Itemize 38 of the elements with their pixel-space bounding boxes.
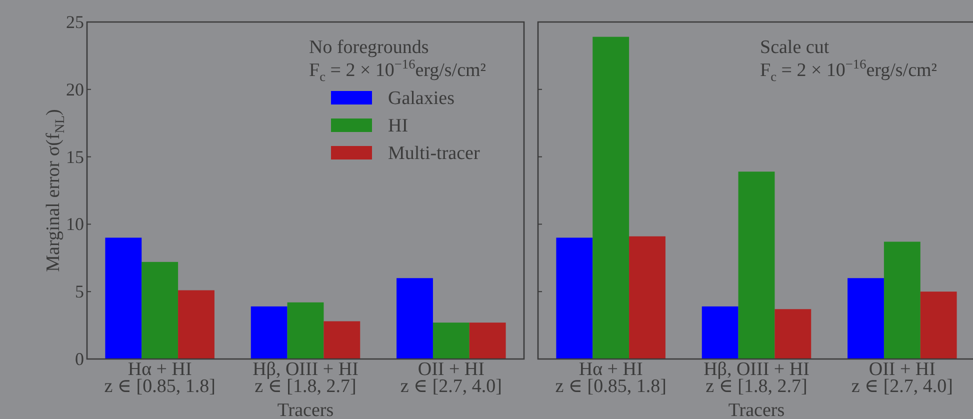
bar	[556, 238, 593, 359]
bar	[287, 302, 324, 359]
bar	[396, 278, 433, 359]
bar	[324, 321, 360, 359]
x-tick-label: Hβ, OIII + HI z ∈ [1.8, 2.7]	[252, 359, 358, 397]
legend-title: No foregrounds F$_{c}$ = 2 × 10$^{−16}$erg/s/cm²	[309, 37, 486, 84]
bar	[178, 290, 214, 359]
y-tick-label: 15	[66, 146, 84, 167]
bar	[469, 322, 506, 359]
y-tick-label: 20	[66, 79, 84, 100]
annotation: F$_{c}$ = 2 × 10$^{−16}$erg/s/cm²	[760, 56, 938, 84]
legend-label: Galaxies	[388, 88, 454, 109]
y-tick-label: 0	[75, 349, 84, 369]
x-tick-label: OII + HI z ∈ [2.7, 4.0]	[851, 359, 953, 397]
bar	[702, 306, 738, 359]
y-tick-label: 25	[66, 12, 84, 32]
x-tick-label: Hα + HI z ∈ [0.85, 1.8]	[104, 359, 216, 397]
bar	[142, 262, 178, 359]
bar	[774, 309, 812, 359]
x-tick-label: Hβ, OIII + HI z ∈ [1.8, 2.7]	[704, 359, 810, 397]
bar	[250, 306, 288, 359]
bar	[592, 36, 630, 359]
bar	[920, 292, 957, 359]
bar	[432, 322, 470, 359]
x-axis-title: Tracers	[277, 400, 334, 419]
bar	[848, 278, 884, 359]
y-tick-label: 5	[75, 282, 84, 302]
x-axis-title: Tracers	[728, 400, 785, 419]
bar	[629, 236, 666, 359]
bar	[738, 172, 775, 359]
annotation: Scale cut	[760, 37, 830, 58]
x-tick-label: OII + HI z ∈ [2.7, 4.0]	[400, 359, 502, 397]
bar	[884, 242, 920, 359]
y-tick-label: 10	[66, 214, 84, 234]
legend-label: HI	[388, 116, 408, 136]
x-tick-label: Hα + HI z ∈ [0.85, 1.8]	[555, 359, 666, 397]
legend-label: Multi-tracer	[388, 143, 480, 164]
bar	[105, 238, 142, 359]
